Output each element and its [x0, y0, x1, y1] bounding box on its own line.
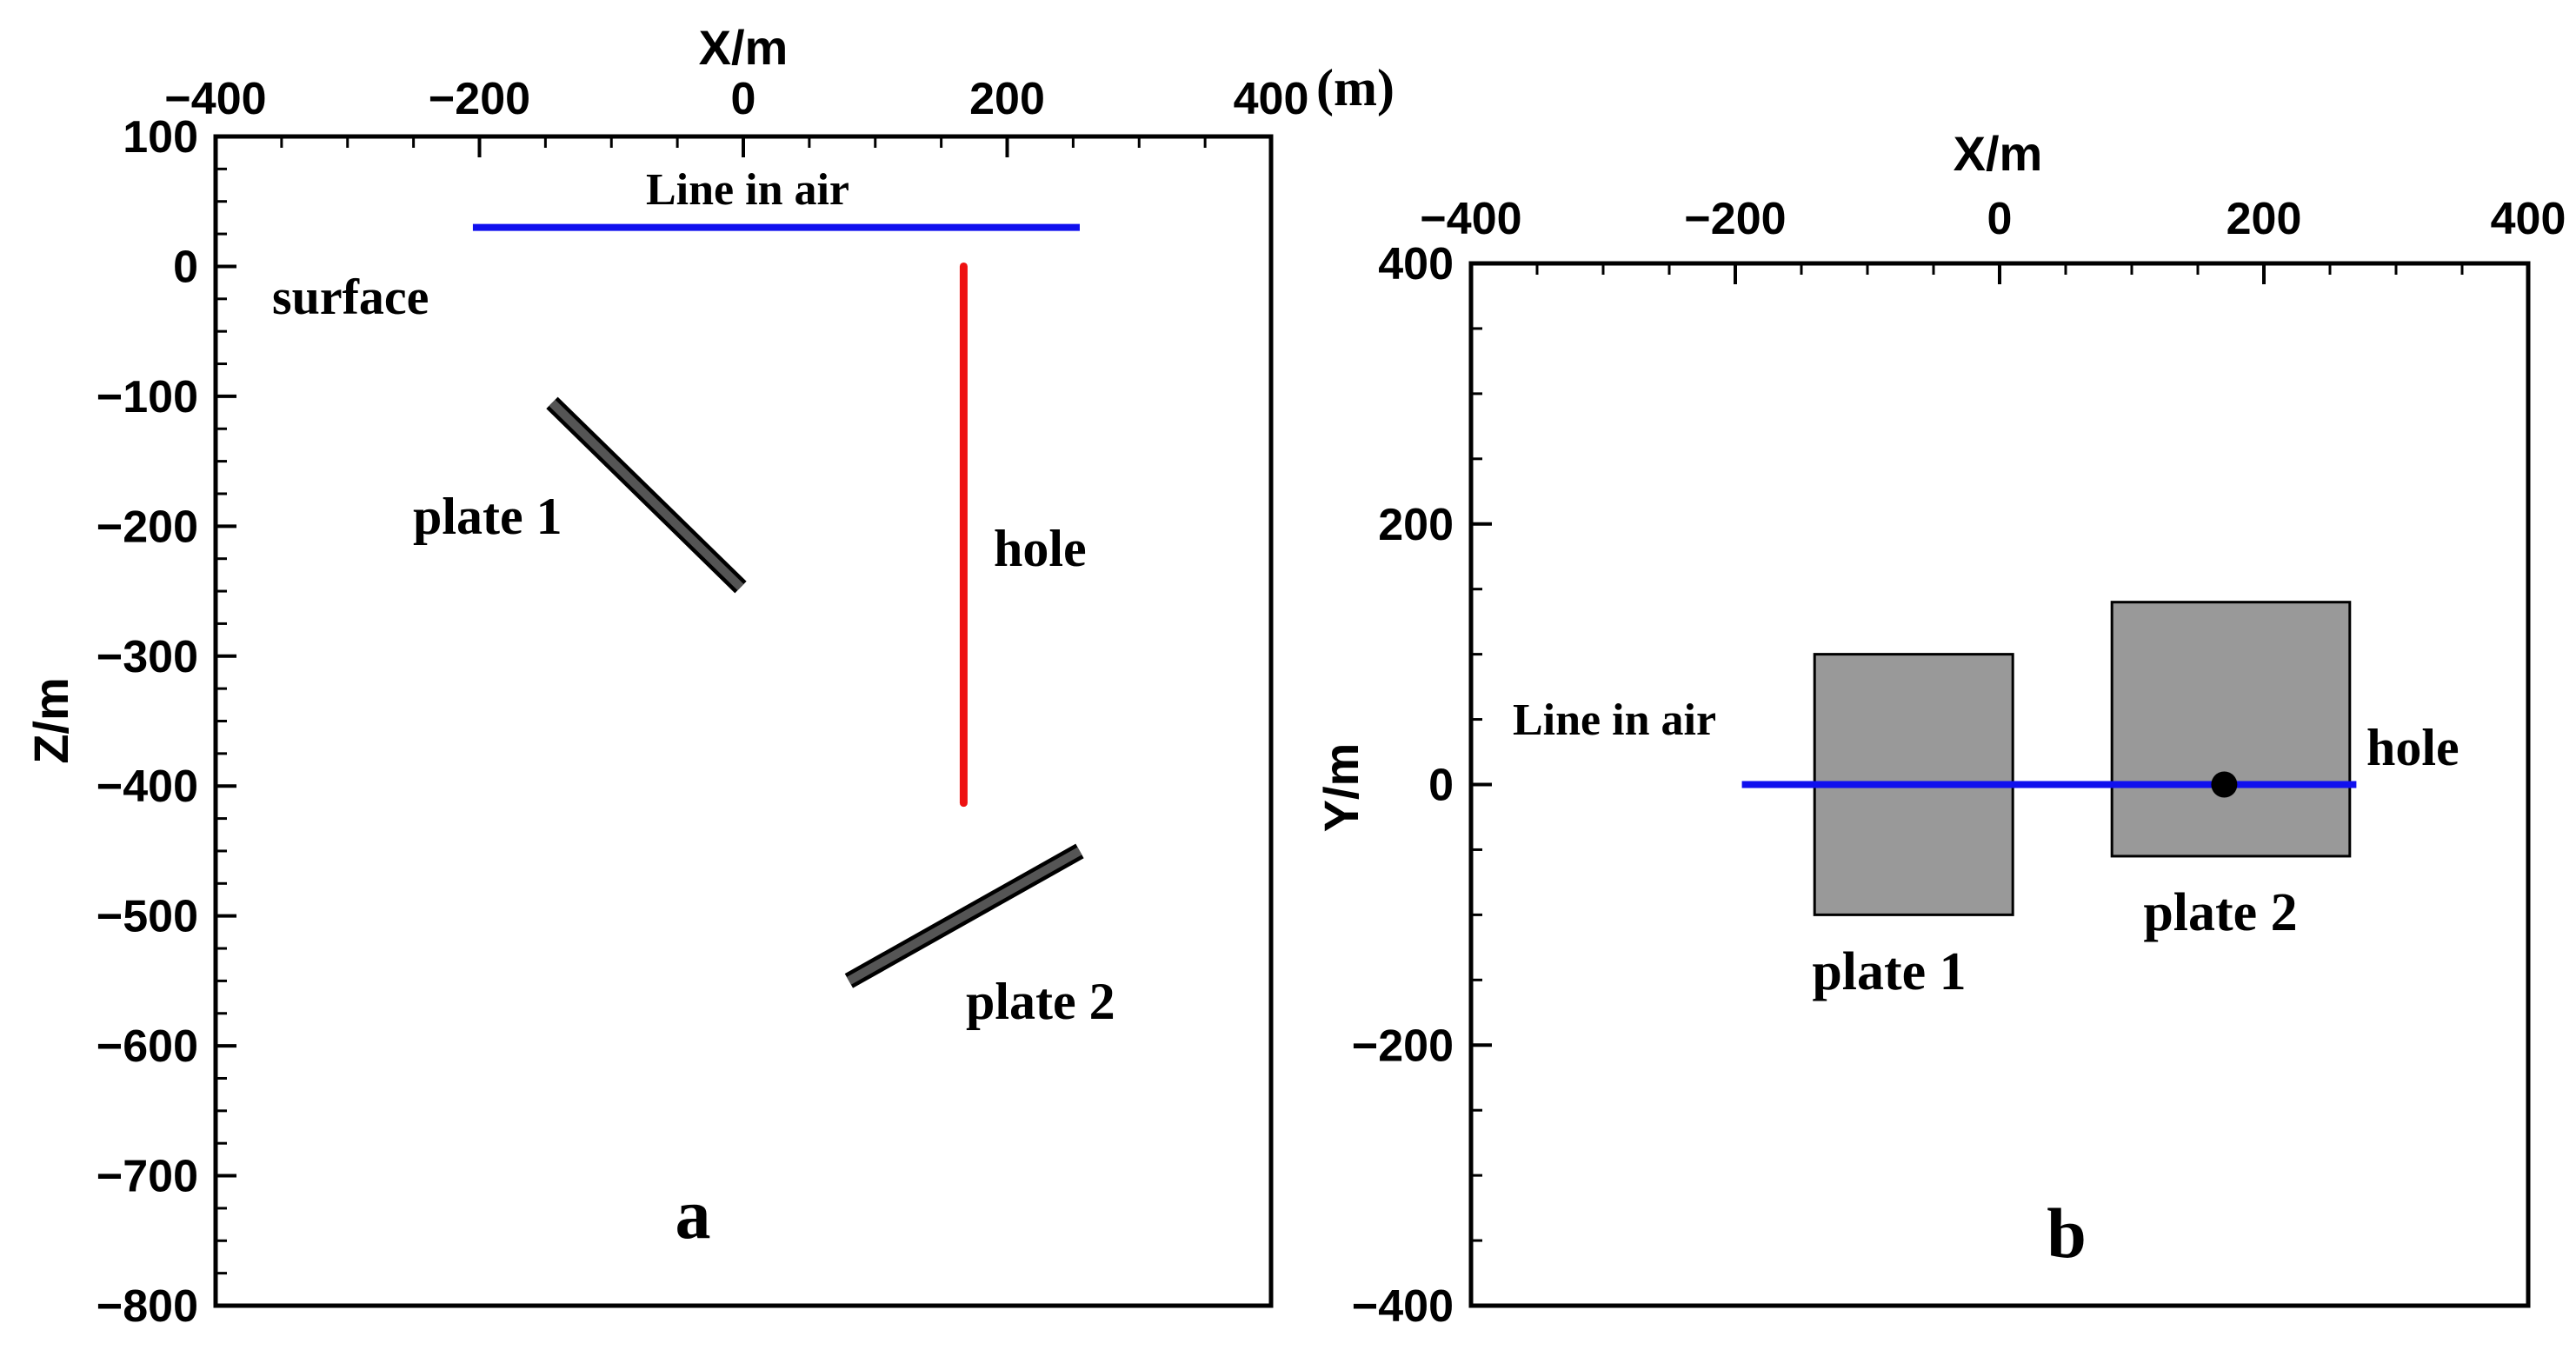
panel-b-x-tick-label: 400 [2491, 194, 2566, 244]
panel-a-line-in-air-label: Line in air [646, 165, 849, 215]
panel-a-z-tick-label: 0 [173, 242, 198, 292]
panel-a-z-tick-label: −400 [97, 761, 198, 812]
panel-b-x-tick-labels: −400 −200 0 200 400 [1420, 194, 2566, 244]
panel-b-ticks [1469, 262, 2530, 1307]
panel-a-x-tick-labels: −400 −200 0 200 400 [164, 74, 1308, 124]
panel-a-z-tick-label: −500 [97, 892, 198, 942]
panel-a-z-tick-label: −200 [97, 502, 198, 552]
panel-a-z-tick-labels: 100 0 −100 −200 −300 −400 −500 −600 −700 −800 [97, 112, 198, 1332]
panel-b-plate-2 [2110, 601, 2352, 858]
panel-a-x-tick-label: 200 [969, 74, 1045, 124]
panel-a-plate-1-label: plate 1 [413, 488, 562, 545]
panel-b-x-tick-label: −200 [1684, 194, 1786, 244]
panel-a-z-tick-label: −100 [97, 372, 198, 422]
panel-a-z-tick-label: 100 [123, 112, 198, 163]
panel-b-y-tick-label: 0 [1428, 761, 1454, 811]
panel-b-y-tick-label: −200 [1352, 1021, 1454, 1071]
panel-b-line-in-air-label: Line in air [1513, 695, 1716, 745]
panel-b-hole-marker [2211, 771, 2238, 798]
panel-a-x-axis-title: X/m [699, 20, 789, 75]
panel-b-hole-label: hole [2366, 719, 2460, 776]
panel-b-x-tick-label: 0 [1987, 194, 2013, 244]
panel-b-y-tick-label: 200 [1378, 500, 1454, 550]
panel-b-y-tick-label: −400 [1352, 1281, 1454, 1332]
panel-a-surface-label: surface [272, 269, 429, 325]
panel-b-x-tick-label: −400 [1420, 194, 1521, 244]
panel-a-z-tick-label: −300 [97, 632, 198, 682]
panel-a-z-axis-title: Z/m [23, 677, 78, 764]
panel-b-y-tick-label: 400 [1378, 239, 1454, 289]
panel-a-plate-1 [549, 399, 744, 591]
panel-a-plate-2-label: plate 2 [966, 973, 1115, 1030]
panel-b-x-axis-title: X/m [1954, 126, 2043, 181]
panel-b-plate-2-label: plate 2 [2143, 883, 2297, 942]
panel-a-z-tick-label: −800 [97, 1281, 198, 1332]
panel-a-x-tick-label: −200 [429, 74, 530, 124]
panel-a-plate-2 [846, 847, 1082, 985]
panel-a-hole-label: hole [994, 520, 1087, 577]
panel-a-x-axis-unit: (m) [1316, 59, 1395, 116]
panel-a-z-tick-label: −700 [97, 1152, 198, 1202]
panel-a-ticks [214, 135, 1273, 1307]
panel-b-x-tick-label: 200 [2227, 194, 2302, 244]
panel-b-y-tick-labels: 400 200 0 −200 −400 [1352, 239, 1454, 1332]
panel-a-section-view: −400 −200 0 200 400 100 0 −100 −200 −300 −400 −500… [23, 20, 1395, 1332]
panel-b-y-axis-title: Y/m [1314, 743, 1368, 833]
panel-a-letter: a [676, 1174, 711, 1254]
panel-b-letter: b [2047, 1194, 2087, 1273]
panel-a-x-tick-label: 400 [1234, 74, 1309, 124]
panel-a-x-tick-label: −400 [164, 74, 266, 124]
panel-b-plate-1-label: plate 1 [1812, 942, 1966, 1001]
panel-a-z-tick-label: −600 [97, 1021, 198, 1072]
panel-a-x-tick-label: 0 [731, 74, 756, 124]
